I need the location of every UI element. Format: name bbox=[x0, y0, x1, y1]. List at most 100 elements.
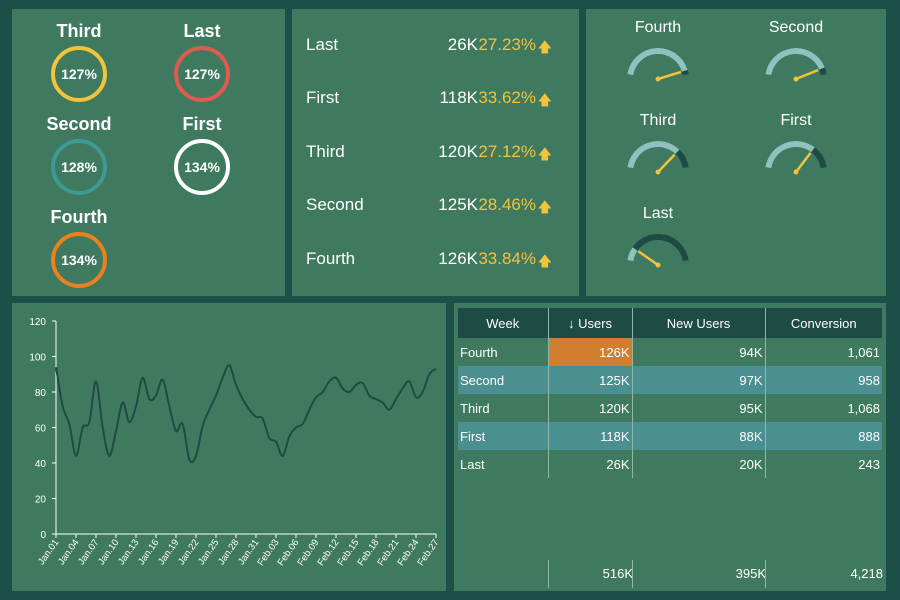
gauge-second: Second bbox=[741, 19, 851, 83]
gauge-dial bbox=[765, 141, 827, 175]
ring-value: 134% bbox=[51, 232, 107, 288]
cell-conversion: 1,061 bbox=[847, 344, 880, 360]
gauge-hub bbox=[793, 169, 799, 175]
table-totals-row: 516K 395K 4,218 bbox=[458, 560, 883, 588]
gauge-panel: Fourth Second Third First Last bbox=[586, 9, 886, 296]
gauge-fill bbox=[627, 141, 680, 169]
list-item-value: 26K bbox=[447, 35, 478, 54]
ring-kpi-last: Last 127% bbox=[152, 21, 252, 102]
list-item-label: Second bbox=[306, 195, 364, 214]
ring-value: 134% bbox=[174, 139, 230, 195]
series-line bbox=[55, 364, 437, 464]
ring-kpi-first: First 134% bbox=[152, 114, 252, 195]
cell-users: 118K bbox=[548, 422, 633, 450]
list-item-percent: 33.62% bbox=[478, 88, 536, 107]
arrow-up-icon: 🡅 bbox=[537, 146, 552, 162]
cell-new-users: 20K bbox=[632, 450, 766, 478]
gauge-fourth: Fourth bbox=[603, 19, 713, 83]
gauge-track bbox=[627, 234, 689, 262]
table-row[interactable]: Fourth 126K 94K 1,061 bbox=[458, 338, 882, 366]
column-header-users[interactable]: ↓ Users bbox=[548, 308, 633, 338]
cell-users: 26K bbox=[548, 450, 633, 478]
ring-value: 127% bbox=[51, 46, 107, 102]
list-item: Second 125K 28.46% 🡅 bbox=[306, 195, 566, 217]
list-item: Last 26K 27.23% 🡅 bbox=[306, 35, 566, 57]
y-tick-label: 0 bbox=[40, 530, 46, 541]
list-item: Third 120K 27.12% 🡅 bbox=[306, 142, 566, 164]
gauge-dial bbox=[627, 48, 689, 82]
list-item: First 118K 33.62% 🡅 bbox=[306, 88, 566, 110]
gauge-hub bbox=[655, 169, 661, 175]
gauge-needle bbox=[637, 250, 659, 267]
x-tick-label: Feb.27 bbox=[415, 537, 441, 568]
y-tick-label: 100 bbox=[29, 353, 46, 364]
gauge-needle bbox=[657, 153, 676, 173]
data-table: Week ↓ Users New Users Conversion Fourth… bbox=[458, 308, 882, 478]
ring-kpi-third: Third 127% bbox=[29, 21, 129, 102]
list-item-percent: 27.23% bbox=[478, 35, 536, 54]
gauge-fill bbox=[765, 141, 815, 169]
arrow-up-icon: 🡅 bbox=[537, 253, 552, 269]
total-conversion: 4,218 bbox=[765, 560, 883, 588]
ring-kpi-second: Second 128% bbox=[29, 114, 129, 195]
gauge-dial bbox=[765, 48, 827, 82]
list-item-label: Last bbox=[306, 35, 339, 54]
table-row[interactable]: Second 125K 97K 958 bbox=[458, 366, 882, 394]
list-item-value: 125K bbox=[438, 195, 478, 214]
ring-label: Second bbox=[46, 114, 112, 134]
table-header-row: Week ↓ Users New Users Conversion bbox=[458, 308, 882, 338]
y-tick-label: 80 bbox=[35, 388, 47, 399]
cell-conversion: 888 bbox=[765, 422, 882, 450]
gauge-label: Fourth bbox=[634, 19, 682, 36]
cell-week: Second bbox=[458, 366, 549, 394]
list-item-percent: 27.12% bbox=[478, 142, 536, 161]
y-tick-label: 40 bbox=[35, 459, 47, 470]
gauge-dial bbox=[627, 234, 689, 268]
total-users: 516K bbox=[548, 560, 633, 588]
line-chart-panel: 0 20 40 60 80 100 120 Jan.01 Jan.04 Jan.07 Jan.10 J… bbox=[12, 303, 446, 591]
gauge-hub bbox=[655, 262, 661, 268]
cell-week: First bbox=[458, 422, 549, 450]
arrow-up-icon: 🡅 bbox=[537, 39, 552, 55]
ring-kpi-panel: Third 127% Last 127% Second 128% First 1… bbox=[12, 9, 285, 296]
gauge-label: Third bbox=[639, 112, 677, 129]
cell-users: 125K bbox=[548, 366, 633, 394]
arrow-up-icon: 🡅 bbox=[537, 92, 552, 108]
gauge-needle bbox=[657, 70, 682, 81]
cell-week: Third bbox=[458, 394, 549, 422]
ring-label: Last bbox=[183, 21, 221, 41]
gauge-fill bbox=[627, 247, 638, 262]
ring-label: Third bbox=[56, 21, 102, 41]
cell-conversion: 1,068 bbox=[847, 400, 880, 416]
column-header-week[interactable]: Week bbox=[458, 308, 549, 338]
table-row[interactable]: Last 26K 20K 243 bbox=[458, 450, 882, 478]
list-item-label: First bbox=[306, 88, 340, 107]
table-row[interactable]: First 118K 88K 888 bbox=[458, 422, 882, 450]
cell-new-users: 94K bbox=[632, 338, 766, 366]
table-row[interactable]: Third 120K 95K 1,068 bbox=[458, 394, 882, 422]
y-tick-label: 60 bbox=[35, 424, 47, 435]
gauge-fill bbox=[627, 48, 688, 76]
cell-users: 120K bbox=[548, 394, 633, 422]
list-item: Fourth 126K 33.84% 🡅 bbox=[306, 249, 566, 271]
column-header-conversion[interactable]: Conversion bbox=[765, 308, 882, 338]
ring-label: First bbox=[182, 114, 222, 134]
cell-conversion: 958 bbox=[765, 366, 882, 394]
arrow-up-icon: 🡅 bbox=[537, 199, 552, 215]
cell-users: 126K bbox=[548, 338, 633, 366]
y-tick-label: 120 bbox=[29, 317, 46, 328]
gauge-label: First bbox=[780, 112, 812, 129]
gauge-label: Second bbox=[768, 19, 824, 36]
list-item-value: 126K bbox=[438, 249, 478, 268]
cell-new-users: 95K bbox=[632, 394, 766, 422]
column-header-new-users[interactable]: New Users bbox=[632, 308, 766, 338]
gauge-label: Last bbox=[642, 205, 674, 222]
total-new-users: 395K bbox=[632, 560, 766, 588]
list-item-value: 118K bbox=[439, 88, 478, 107]
gauge-last: Last bbox=[603, 205, 713, 269]
list-item-label: Fourth bbox=[306, 249, 356, 268]
gauge-needle bbox=[795, 152, 812, 173]
list-item-percent: 33.84% bbox=[478, 249, 536, 268]
data-table-panel: Week ↓ Users New Users Conversion Fourth… bbox=[454, 303, 886, 591]
gauge-fill bbox=[765, 48, 825, 76]
